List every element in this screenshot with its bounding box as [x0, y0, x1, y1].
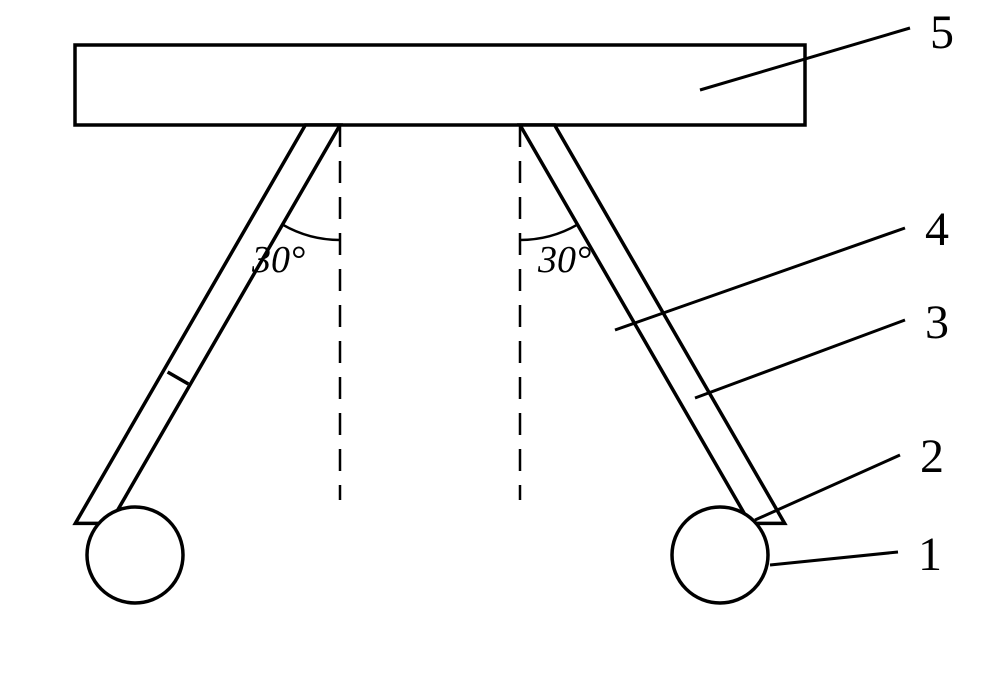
callout-line-2 — [755, 455, 900, 520]
callout-number-4: 4 — [925, 203, 949, 256]
top-beam — [75, 45, 805, 125]
wheel-right — [672, 507, 768, 603]
angle-label-right: 30° — [537, 239, 591, 281]
callout-number-1: 1 — [918, 528, 942, 581]
callout-line-3 — [695, 320, 905, 398]
callout-number-5: 5 — [930, 6, 954, 59]
callout-line-4 — [615, 228, 905, 330]
wheel-left — [87, 507, 183, 603]
callout-number-3: 3 — [925, 296, 949, 349]
angle-arc-left — [283, 225, 341, 240]
angle-label-left: 30° — [251, 239, 305, 281]
leg-right — [520, 125, 785, 523]
leg-left — [75, 125, 340, 523]
angle-arc-right — [520, 225, 578, 240]
callout-number-2: 2 — [920, 430, 944, 483]
callout-line-1 — [770, 552, 898, 565]
